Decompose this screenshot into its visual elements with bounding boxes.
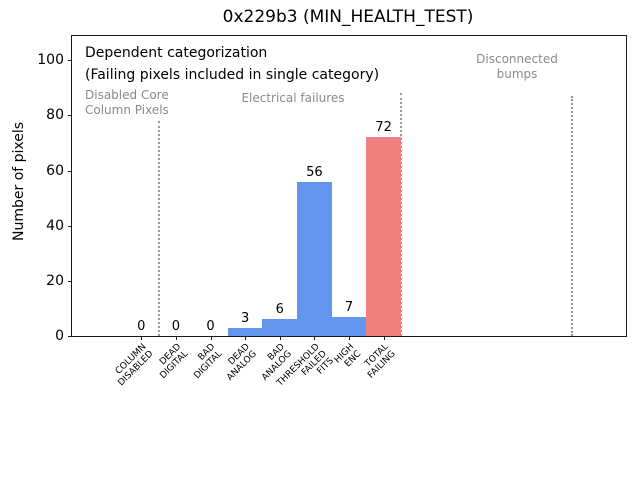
bar-6 — [331, 316, 367, 336]
bar-3 — [227, 327, 263, 336]
y-tick-label-4: 80 — [46, 107, 64, 124]
x-tick-3 — [245, 336, 247, 340]
annotation-disconnected-bumps: Disconnected bumps — [476, 52, 558, 81]
bar-value-label-3: 3 — [240, 310, 250, 326]
annotation-electrical-failures: Electrical failures — [241, 91, 345, 105]
bar-5 — [297, 181, 332, 336]
bar-value-label-1: 0 — [171, 319, 181, 334]
x-tick-4 — [279, 336, 281, 340]
y-tick-label-0: 0 — [55, 328, 64, 344]
y-tick-label-5: 100 — [37, 52, 64, 69]
x-tick-7 — [383, 336, 385, 340]
bar-value-label-6: 7 — [344, 299, 354, 315]
annotation-failing-pixels-note: (Failing pixels included in single categ… — [85, 67, 380, 83]
bar-7 — [366, 137, 401, 336]
x-tick-5 — [314, 336, 316, 340]
y-tick-label-2: 40 — [46, 217, 64, 234]
x-tick-2 — [210, 336, 212, 340]
separator-line-2 — [571, 96, 574, 336]
annotation-disabled-core-column-pixels: Disabled Core Column Pixels — [85, 88, 169, 117]
x-tick-label-1: DEAD DIGITAL — [157, 342, 191, 382]
y-tick-2 — [68, 225, 72, 227]
bar-value-label-4: 6 — [275, 302, 284, 318]
x-tick-label-3: DEAD ANALOG — [225, 342, 260, 383]
separator-line-0 — [157, 120, 160, 336]
x-tick-label-0: COLUMN DISABLED — [113, 342, 156, 389]
y-tick-0 — [68, 336, 72, 337]
x-tick-0 — [141, 336, 143, 340]
y-tick-3 — [68, 170, 72, 172]
bar-value-label-7: 72 — [375, 120, 392, 136]
x-tick-label-7: TOTAL FAILING — [363, 342, 398, 381]
y-tick-5 — [68, 60, 72, 62]
y-tick-label-3: 60 — [46, 162, 64, 179]
plot-area: Dependent categorization (Failing pixels… — [37, 35, 627, 388]
x-tick-1 — [175, 336, 177, 340]
y-tick-1 — [68, 280, 72, 282]
x-tick-6 — [349, 336, 350, 340]
y-axis-label: Number of pixels — [11, 121, 27, 241]
x-tick-label-6: HIGH ENC — [332, 342, 364, 370]
y-tick-label-1: 20 — [46, 272, 64, 289]
bar-value-label-5: 56 — [306, 164, 323, 180]
bar-value-label-0: 0 — [137, 319, 146, 334]
y-tick-4 — [68, 115, 72, 117]
annotation-dependent-categorization: Dependent categorization — [85, 45, 268, 61]
bar-value-label-2: 0 — [206, 319, 215, 334]
chart-title: 0x229b3 (MIN_HEALTH_TEST) — [222, 7, 474, 27]
x-tick-label-2: BAD DIGITAL — [192, 342, 225, 382]
bar-4 — [262, 319, 298, 336]
separator-line-1 — [399, 93, 402, 336]
